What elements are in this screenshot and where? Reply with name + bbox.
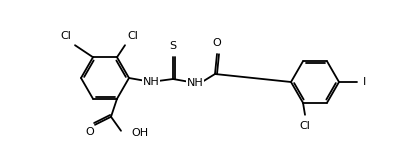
Text: O: O [86,127,94,137]
Text: Cl: Cl [127,31,138,41]
Text: I: I [363,77,366,87]
Text: NH: NH [143,77,159,87]
Text: OH: OH [131,128,148,138]
Text: Cl: Cl [300,121,310,131]
Text: S: S [170,41,176,51]
Text: NH: NH [187,78,203,88]
Text: O: O [213,38,221,48]
Text: Cl: Cl [60,31,71,41]
